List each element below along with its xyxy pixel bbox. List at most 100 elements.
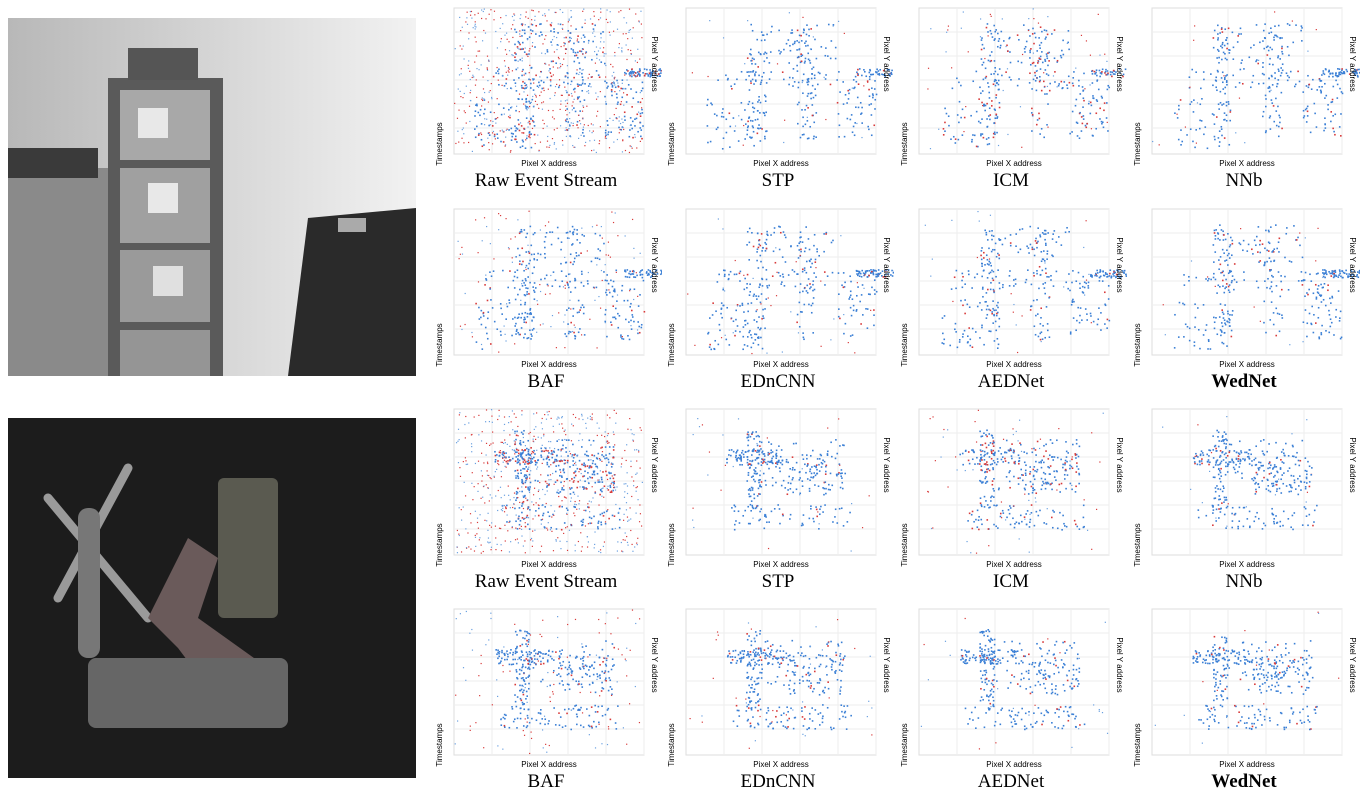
event-dot [1048,60,1050,62]
event-dot [549,68,551,70]
event-dot [816,58,818,60]
noise-dot [519,111,520,112]
event-dot [1219,224,1221,226]
event-dot [1285,233,1287,235]
noise-dot [538,505,539,506]
event-dot [796,273,798,275]
noise-dot [550,464,551,465]
event-dot [599,235,601,237]
event-dot [999,47,1001,49]
noise-dot [599,140,600,141]
noise-dot [463,506,464,507]
event-dot [525,236,527,238]
event-dot [958,122,960,124]
noise-dot [507,530,508,531]
event-dot [741,102,743,104]
event-dot [1313,292,1315,294]
noise-dot [605,65,606,66]
noise-dot [551,516,552,517]
event-dot [517,470,519,472]
event-dot [1251,248,1253,250]
event-dot [1046,53,1048,55]
event-dot [801,311,803,313]
event-dot [1022,228,1024,230]
event-dot [962,336,964,338]
event-dot [616,93,618,95]
noise-dot [564,481,565,482]
event-dot [755,311,757,313]
noise-dot [626,509,627,510]
event-dot [981,37,983,39]
event-dot [1040,317,1042,319]
noise-dot [637,329,638,330]
event-dot [518,42,520,44]
event-dot [798,242,800,244]
event-dot [1231,240,1233,242]
event-dot [563,472,565,474]
event-dot [1180,144,1182,146]
noise-dot [475,37,476,38]
noise-dot [582,81,583,82]
noise-dot [611,211,612,212]
event-dot [749,136,751,138]
noise-dot [634,134,635,135]
event-dot [1332,72,1334,74]
event-dot [537,480,539,482]
noise-dot [527,56,528,57]
noise-dot [515,236,516,237]
noise-dot [594,300,595,301]
event-dot [712,314,714,316]
event-dot [526,517,528,519]
event-dot [1217,37,1219,39]
event-dot [1044,230,1046,232]
event-dot [631,68,633,70]
event-dot [1222,230,1224,232]
event-dot [604,321,606,323]
noise-dot [605,322,606,323]
event-dot [521,229,523,231]
event-dot [1277,106,1279,108]
event-dot [604,458,606,460]
noise-dot [514,343,515,344]
event-dot [625,319,627,321]
event-dot [987,305,989,307]
event-dot [1221,126,1223,128]
event-dot [764,327,766,329]
event-dot [1054,29,1056,31]
noise-dot [533,494,534,495]
event-dot [724,274,726,276]
event-dot [794,41,796,43]
event-dot [802,332,804,334]
event-dot [566,282,568,284]
event-dot [818,255,820,257]
event-dot [1042,62,1044,64]
noise-dot [498,351,499,352]
event-dot [755,80,757,82]
noise-dot [490,124,491,125]
event-dot [988,248,990,250]
event-dot [1224,87,1226,89]
event-dot [1220,303,1222,305]
y-axis-label: Pixel Y address [1348,36,1357,91]
event-dot [721,302,723,304]
event-dot [862,314,864,316]
event-dot [1270,27,1272,29]
event-dot [989,143,991,145]
event-dot [754,333,756,335]
event-dot [619,508,621,510]
event-dot [636,91,638,93]
event-dot [792,85,794,87]
event-dot [750,49,752,51]
event-dot [747,311,749,313]
event-dot [1216,116,1218,118]
noise-dot [540,474,541,475]
event-dot [1278,271,1280,273]
method-caption: STP [662,170,894,192]
noise-dot [538,11,539,12]
event-dot [1335,275,1337,277]
event-dot [528,101,530,103]
event-dot [722,289,724,291]
noise-dot [527,126,528,127]
noise-dot [590,86,591,87]
event-dot [627,269,629,271]
